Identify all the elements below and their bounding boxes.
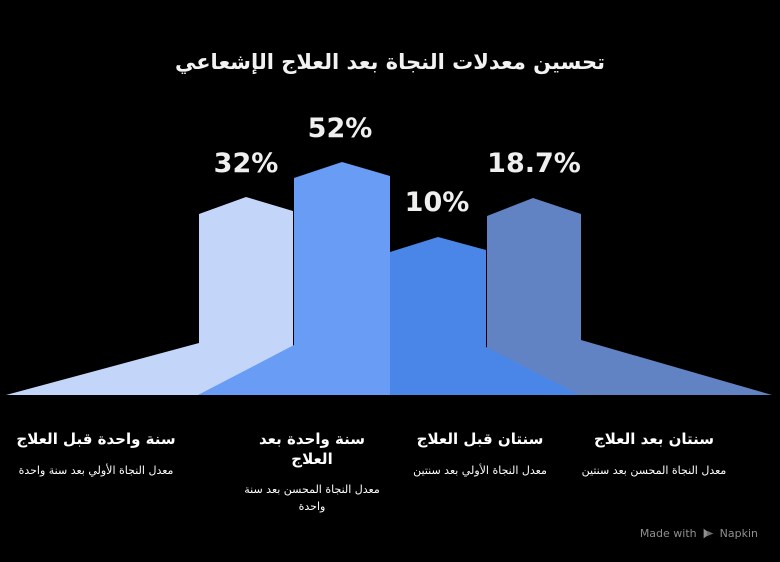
badge-brand-text: Napkin	[719, 527, 758, 540]
category-4: سنتان بعد العلاج معدل النجاة المحسن بعد …	[559, 430, 749, 479]
category-4-subtitle: معدل النجاة المحسن بعد سنتين	[581, 463, 727, 477]
category-2-subtitle: معدل النجاة المحسن بعد سنة واحدة	[244, 483, 380, 514]
chart-title: تحسين معدلات النجاة بعد العلاج الإشعاعي	[174, 50, 606, 74]
peak-4-shape	[487, 198, 772, 395]
value-label-peak-3: 10%	[405, 187, 470, 218]
badge-made-with-text: Made with	[639, 527, 697, 540]
category-2-title: سنة واحدة بعد العلاج	[259, 430, 365, 468]
category-1: سنة واحدة قبل العلاج معدل النجاة الأولي …	[1, 430, 191, 479]
category-3: سنتان قبل العلاج معدل النجاة الأولي بعد …	[390, 430, 570, 479]
category-1-subtitle: معدل النجاة الأولي بعد سنة واحدة	[18, 463, 174, 477]
peak-2-shape	[198, 162, 390, 395]
peak-3-shape	[390, 237, 580, 395]
value-label-peak-1: 32%	[214, 148, 279, 179]
category-3-subtitle: معدل النجاة الأولي بعد سنتين	[413, 463, 547, 477]
peak-1-shape	[6, 197, 293, 395]
category-2: سنة واحدة بعد العلاج معدل النجاة المحسن …	[238, 430, 386, 515]
category-4-title: سنتان بعد العلاج	[593, 430, 715, 448]
value-label-peak-2: 52%	[308, 113, 373, 144]
category-3-title: سنتان قبل العلاج	[416, 430, 544, 448]
napkin-logo-icon	[703, 528, 714, 539]
value-label-peak-4: 18.7%	[487, 148, 581, 179]
made-with-napkin-badge[interactable]: Made with Napkin	[640, 527, 758, 540]
category-1-title: سنة واحدة قبل العلاج	[16, 430, 176, 448]
